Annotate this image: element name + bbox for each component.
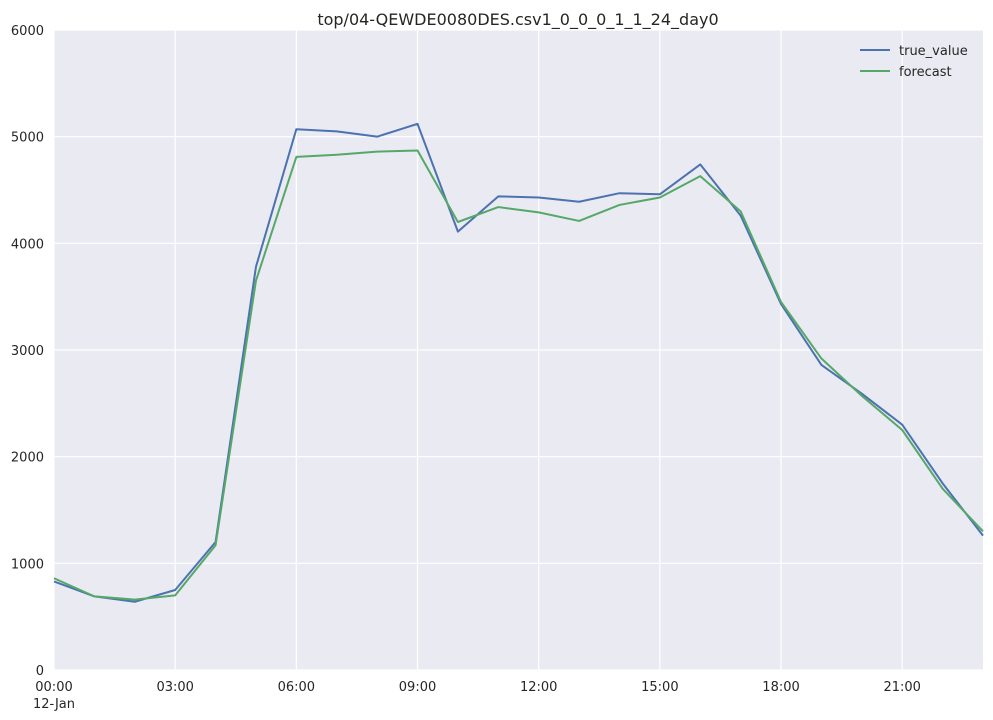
chart-title: top/04-QEWDE0080DES.csv1_0_0_0_1_1_24_da… [317, 10, 718, 30]
x-axis-date-label: 12-Jan [33, 697, 75, 712]
y-tick-label: 2000 [11, 451, 44, 466]
series-line-true-value [53, 122, 984, 603]
x-tick-label: 00:00 [35, 680, 72, 695]
legend: true_value forecast [860, 44, 968, 80]
x-tick-label: 18:00 [762, 680, 799, 695]
x-tick-label: 12:00 [520, 680, 557, 695]
series-lines [53, 122, 984, 603]
x-tick-label: 03:00 [156, 680, 193, 695]
y-axis-tick-labels: 0 1000 2000 3000 4000 5000 6000 [11, 24, 44, 679]
y-tick-label: 1000 [11, 557, 44, 572]
y-tick-label: 5000 [11, 131, 44, 146]
y-tick-label: 3000 [11, 344, 44, 359]
y-tick-label: 6000 [11, 24, 44, 39]
x-tick-label: 21:00 [883, 680, 920, 695]
x-tick-label: 09:00 [399, 680, 436, 695]
x-tick-label: 15:00 [641, 680, 678, 695]
y-tick-label: 0 [36, 664, 44, 679]
grid-lines [53, 29, 983, 671]
y-tick-label: 4000 [11, 237, 44, 252]
legend-label: forecast [899, 65, 952, 80]
x-axis-tick-labels: 00:00 03:00 06:00 09:00 12:00 15:00 18:00 21:00 [35, 680, 921, 695]
legend-label: true_value [899, 44, 968, 59]
series-line-forecast [53, 149, 984, 601]
x-tick-label: 06:00 [278, 680, 315, 695]
